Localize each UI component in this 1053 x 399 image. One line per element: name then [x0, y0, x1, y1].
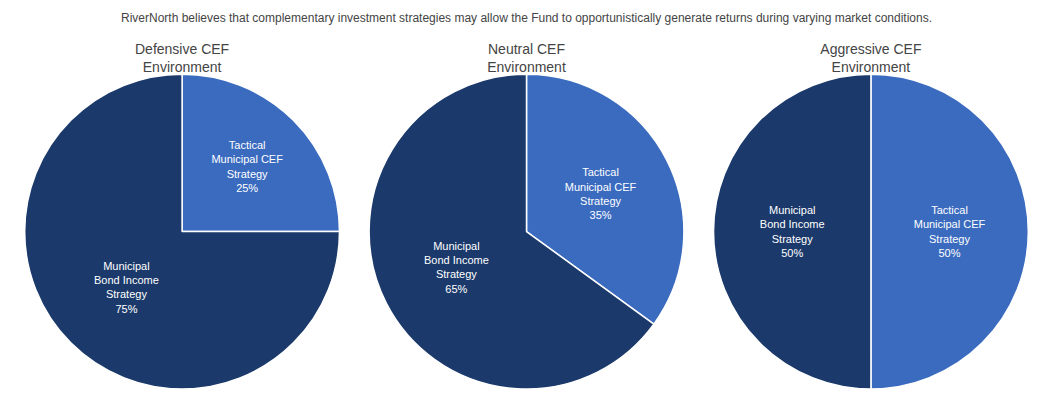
svg-text:TacticalMunicipal CEFStrategy2: TacticalMunicipal CEFStrategy25%	[211, 139, 283, 194]
svg-text:Defensive CEFEnvironment: Defensive CEFEnvironment	[135, 41, 229, 75]
svg-text:MunicipalBond IncomeStrategy50: MunicipalBond IncomeStrategy50%	[760, 204, 825, 259]
svg-text:MunicipalBond IncomeStrategy75: MunicipalBond IncomeStrategy75%	[94, 260, 159, 315]
svg-text:TacticalMunicipal CEFStrategy5: TacticalMunicipal CEFStrategy50%	[914, 204, 986, 259]
svg-text:MunicipalBond IncomeStrategy65: MunicipalBond IncomeStrategy65%	[424, 240, 489, 295]
svg-text:RiverNorth believes that compl: RiverNorth believes that complementary i…	[121, 11, 932, 25]
svg-text:Neutral CEFEnvironment: Neutral CEFEnvironment	[487, 41, 566, 75]
svg-text:Aggressive CEFEnvironment: Aggressive CEFEnvironment	[820, 41, 921, 75]
svg-text:TacticalMunicipal CEFStrategy3: TacticalMunicipal CEFStrategy35%	[565, 166, 637, 221]
